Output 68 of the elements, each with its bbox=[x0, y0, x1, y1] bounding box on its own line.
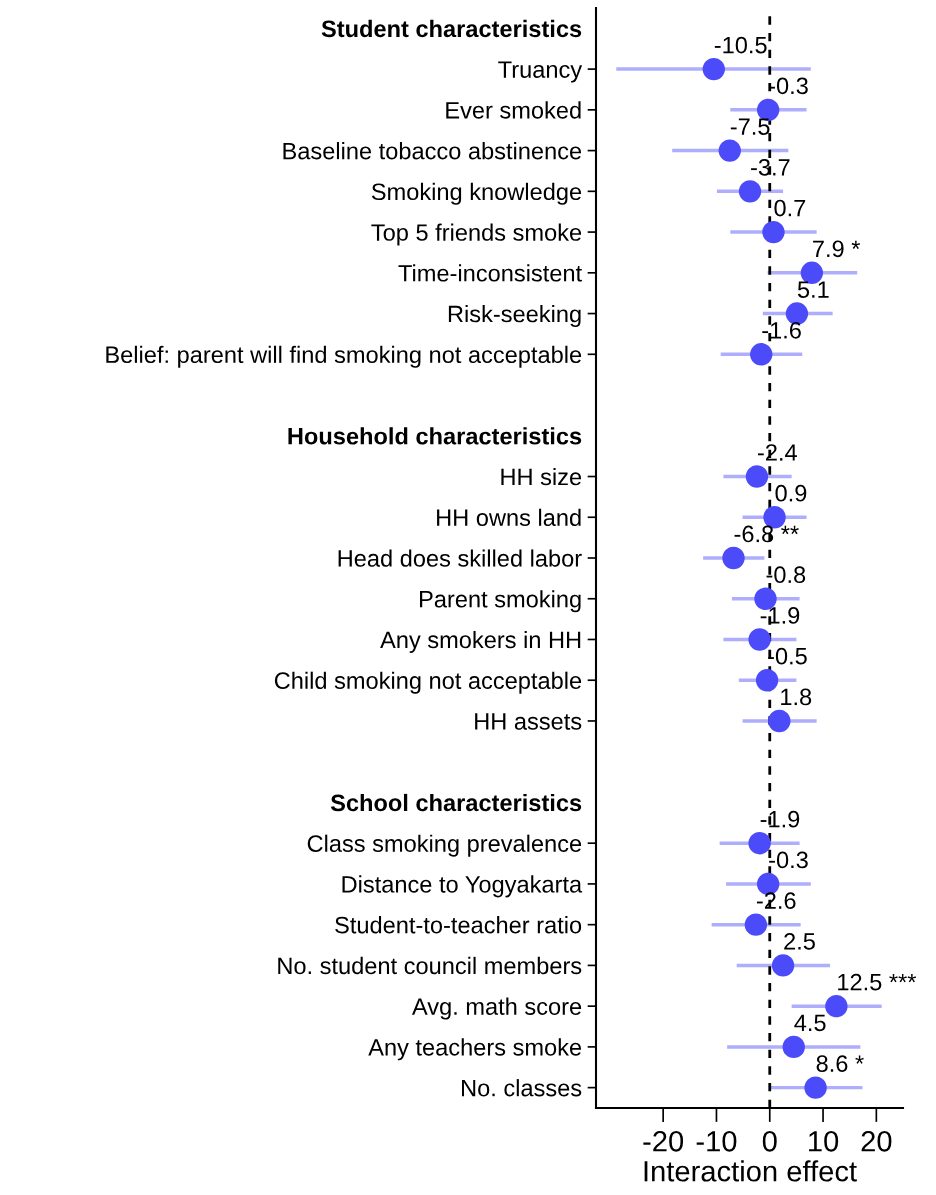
y-tick-label: HH owns land bbox=[437, 508, 581, 527]
data-label: 1.8 bbox=[781, 688, 812, 706]
y-tick-label: HH assets bbox=[475, 713, 582, 730]
y-tick-label: Any smokers in HH bbox=[380, 630, 581, 653]
point bbox=[748, 831, 771, 855]
data-label: 7.9 * bbox=[813, 240, 861, 258]
data-label: 4.5 bbox=[794, 1014, 826, 1032]
data-label: -1.6 bbox=[762, 321, 801, 339]
x-tick-label: 0 bbox=[762, 1130, 777, 1152]
point bbox=[762, 220, 785, 244]
y-tick-label: Child smoking not acceptable bbox=[274, 671, 582, 694]
data-label: 0.9 bbox=[775, 484, 807, 502]
y-tick-label: Belief: parent will find smoking not acceptable bbox=[106, 345, 582, 368]
point bbox=[702, 57, 725, 81]
y-tick-label: Top 5 friends smoke bbox=[371, 223, 582, 246]
data-label: -1.9 bbox=[760, 607, 800, 624]
data-label: -6.8 ** bbox=[734, 525, 799, 543]
point bbox=[750, 343, 773, 366]
y-tick-label: Baseline tobacco abstinence bbox=[283, 142, 582, 160]
y-tick-label: HH size bbox=[501, 467, 582, 486]
x-tick-label: -10 bbox=[696, 1130, 737, 1152]
y-tick-label: No. classes bbox=[462, 1079, 582, 1097]
point bbox=[744, 913, 768, 936]
data-label: -0.3 bbox=[769, 77, 808, 95]
data-label: 12.5 *** bbox=[838, 973, 917, 991]
y-tick-label: School characteristics bbox=[330, 793, 582, 812]
data-label: -0.3 bbox=[769, 851, 808, 869]
point bbox=[825, 994, 848, 1018]
data-label: 0.7 bbox=[774, 199, 806, 217]
y-tick-label: Time-inconsistent bbox=[398, 264, 582, 282]
y-tick-label: Avg. math score bbox=[411, 997, 582, 1020]
y-tick-label: Distance to Yogyakarta bbox=[342, 875, 583, 898]
point bbox=[782, 1035, 805, 1059]
x-axis-title: Interaction effect bbox=[644, 1160, 857, 1182]
y-tick-label: Ever smoked bbox=[446, 101, 581, 119]
point bbox=[738, 180, 762, 203]
data-label: -7.5 bbox=[730, 118, 770, 135]
x-tick-label: -20 bbox=[643, 1130, 684, 1152]
point bbox=[722, 546, 745, 570]
data-label: -0.8 bbox=[766, 566, 806, 584]
x-tick-label: 10 bbox=[809, 1130, 839, 1152]
data-label: -0.5 bbox=[768, 647, 807, 665]
point bbox=[768, 709, 791, 733]
point bbox=[718, 139, 741, 162]
point bbox=[755, 669, 779, 692]
y-tick-label: Household characteristics bbox=[288, 427, 582, 445]
y-tick-label: Head does skilled labor bbox=[338, 549, 582, 567]
point bbox=[804, 1076, 827, 1099]
data-label: 5.1 bbox=[797, 281, 829, 298]
data-label: -3.7 bbox=[751, 158, 790, 176]
data-label: 2.5 bbox=[784, 933, 815, 950]
point bbox=[745, 465, 769, 488]
y-tick-label: Parent smoking bbox=[420, 590, 581, 613]
point bbox=[771, 954, 795, 977]
y-tick-label: Smoking knowledge bbox=[371, 182, 582, 205]
y-tick-label: Class smoking prevalence bbox=[307, 834, 582, 857]
y-tick-label: Student-to-teacher ratio bbox=[335, 916, 582, 934]
x-tick-label: 20 bbox=[861, 1130, 892, 1152]
data-label: -10.5 bbox=[714, 36, 767, 54]
data-label: -1.9 bbox=[760, 810, 800, 828]
y-tick-label: Truancy bbox=[498, 61, 583, 83]
data-label: 8.6 * bbox=[816, 1055, 864, 1072]
y-tick-label: Any teachers smoke bbox=[368, 1038, 582, 1061]
y-tick-label: No. student council members bbox=[278, 956, 582, 975]
y-tick-label: Student characteristics bbox=[321, 19, 582, 38]
data-label: -2.6 bbox=[756, 892, 796, 909]
y-tick-label: Risk-seeking bbox=[448, 305, 581, 328]
data-label: -2.4 bbox=[758, 444, 797, 461]
